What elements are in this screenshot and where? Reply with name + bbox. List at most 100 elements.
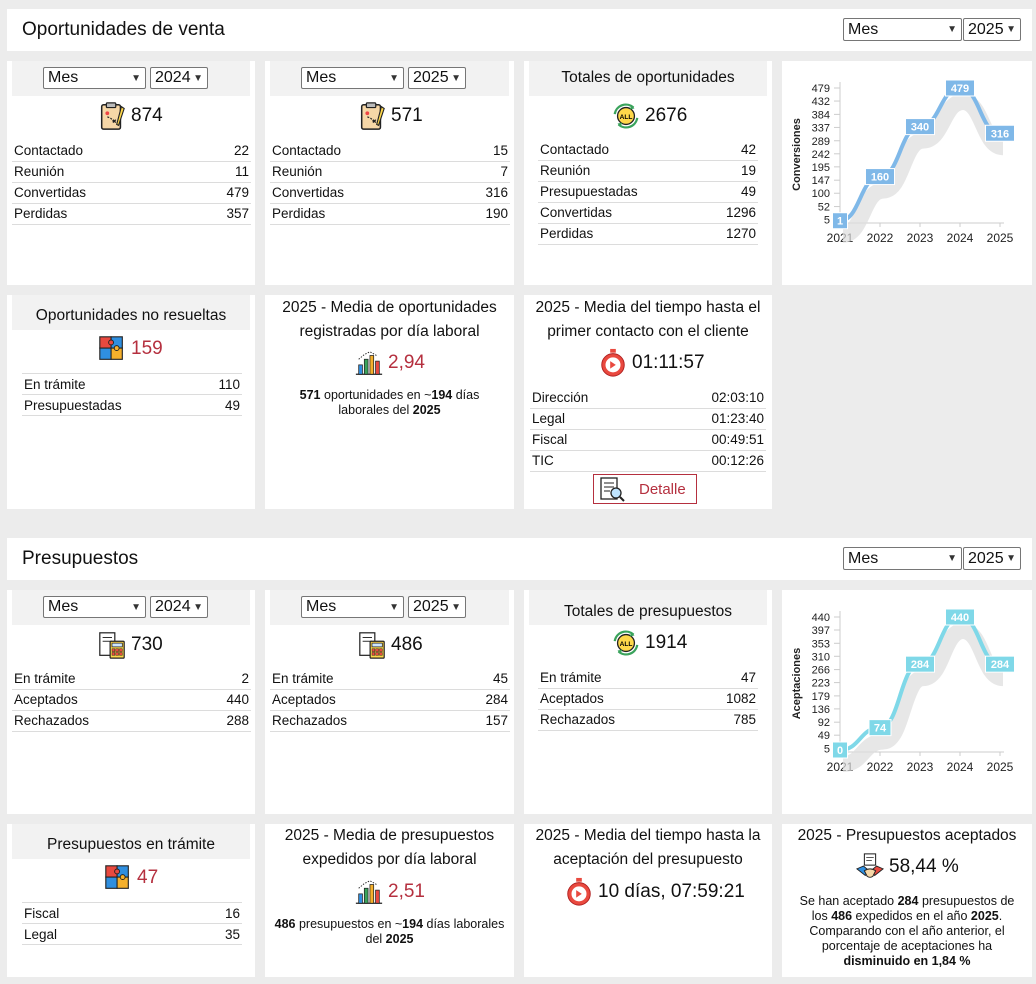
conversions-data-point xyxy=(905,118,935,136)
conversions-ytick-label: 337 xyxy=(812,122,830,134)
year-select[interactable]: 2024 ▼ xyxy=(150,67,208,89)
acceptance-rate: 58,44 % xyxy=(855,852,959,882)
acceptances-ytick-label: 5 xyxy=(824,743,830,755)
acceptances-ytick-label: 49 xyxy=(818,730,830,742)
conversions-data-label: 340 xyxy=(911,122,929,134)
stopwatch-icon xyxy=(601,348,625,377)
acceptances-xtick-label: 2024 xyxy=(947,760,974,774)
table-row: En trámite 45 xyxy=(270,668,510,690)
unresolved-opportunities-card: Oportunidades no resueltas 159 En trámit… xyxy=(7,295,255,509)
chevron-down-icon: ▼ xyxy=(451,72,461,84)
table-row: Fiscal 16 xyxy=(22,902,242,924)
document-search-icon xyxy=(600,477,625,502)
acceptances-xtick-label: 2022 xyxy=(867,760,894,774)
total-value: 47 xyxy=(137,867,159,888)
unresolved-total: 159 xyxy=(97,334,163,364)
pending-total: 47 xyxy=(103,863,158,893)
table-row: Legal 35 xyxy=(22,923,242,945)
table-row: Perdidas 190 xyxy=(270,203,510,225)
total-value: 730 xyxy=(131,634,163,655)
acceptances-xtick-label: 2023 xyxy=(907,760,934,774)
acceptances-data-label: 74 xyxy=(874,723,887,735)
status-table: En trámite 110 Presupuestadas 49 xyxy=(22,373,242,416)
budgets-total: 730 xyxy=(97,630,163,660)
period-select[interactable]: Mes ▼ xyxy=(43,596,146,618)
sales-period-select[interactable]: Mes ▼ xyxy=(843,18,962,41)
conversions-xtick-label: 2023 xyxy=(907,231,934,245)
sales-curr-year-card: Mes ▼ 2025 ▼ 571 Contactado 15 Reunión 7 Con… xyxy=(265,61,514,285)
pending-budgets-card: Presupuestos en trámite 47 Fiscal 16 Lega… xyxy=(7,824,255,977)
acceptances-xtick-label: 2025 xyxy=(987,760,1014,774)
bar-chart-icon xyxy=(355,351,383,375)
budgets-period-select[interactable]: Mes ▼ xyxy=(843,547,962,570)
table-row: Convertidas 316 xyxy=(270,182,510,204)
table-row: Aceptados 284 xyxy=(270,689,510,711)
conversions-ytick-label: 100 xyxy=(812,188,830,200)
status-table: Contactado 15 Reunión 7 Convertidas 316 Per… xyxy=(270,140,510,225)
chevron-down-icon: ▼ xyxy=(1006,553,1016,564)
budgets-section-title: Presupuestos xyxy=(22,548,139,569)
budgets-year-select[interactable]: 2025 ▼ xyxy=(963,547,1021,570)
stopwatch-icon xyxy=(567,877,591,906)
table-row: Fiscal 00:49:51 xyxy=(530,429,766,451)
status-table: Contactado 22 Reunión 11 Convertidas 479 Pe… xyxy=(12,140,251,225)
table-row: Perdidas 1270 xyxy=(538,223,758,245)
invoice-calculator-icon xyxy=(359,632,385,659)
budgets-section-header: Presupuestos Mes ▼ 2025 ▼ xyxy=(7,538,1032,580)
budgets-totals-card: Totales de presupuestos ALL 1914 En trám… xyxy=(524,590,772,814)
table-row: Legal 01:23:40 xyxy=(530,408,766,430)
status-table: En trámite 2 Aceptados 440 Rechazados 288 xyxy=(12,668,251,732)
chevron-down-icon: ▼ xyxy=(193,601,203,613)
conversions-ytick-label: 384 xyxy=(812,109,830,121)
budgets-grand-total: ALL 1914 xyxy=(611,628,687,658)
conversions-xtick-label: 2022 xyxy=(867,231,894,245)
acceptances-ylabel: Aceptaciones xyxy=(791,648,803,720)
year-select[interactable]: 2025 ▼ xyxy=(408,596,466,618)
chevron-down-icon: ▼ xyxy=(947,24,957,35)
sales-section-title: Oportunidades de venta xyxy=(22,19,225,40)
table-row: Reunión 11 xyxy=(12,161,251,183)
period-select[interactable]: Mes ▼ xyxy=(301,596,404,618)
status-table: En trámite 45 Aceptados 284 Rechazados 157 xyxy=(270,668,510,732)
card-title: 2025 - Media de presupuestos expedidos po… xyxy=(284,827,495,868)
avg-explanation: 571 oportunidades en ~194 días laborales… xyxy=(299,388,480,417)
clipboard-strategy-icon xyxy=(360,102,385,130)
card-title: Totales de presupuestos xyxy=(563,603,733,620)
chevron-down-icon: ▼ xyxy=(947,553,957,564)
puzzle-icon xyxy=(105,865,129,889)
avg-value: 10 días, 07:59:21 xyxy=(598,881,745,902)
chevron-down-icon: ▼ xyxy=(193,72,203,84)
acceptances-ytick-label: 397 xyxy=(812,625,830,637)
svg-text:ALL: ALL xyxy=(620,641,633,648)
year-select[interactable]: 2024 ▼ xyxy=(150,596,208,618)
opportunities-total: 571 xyxy=(357,101,423,131)
opportunities-daily-avg-card: 2025 - Media de oportunidades registradas… xyxy=(265,295,514,509)
handshake-icon xyxy=(855,853,885,878)
acceptances-ytick-label: 92 xyxy=(818,717,830,729)
year-select[interactable]: 2025 ▼ xyxy=(408,67,466,89)
period-select[interactable]: Mes ▼ xyxy=(43,67,146,89)
acceptances-ytick-label: 266 xyxy=(812,665,830,677)
chevron-down-icon: ▼ xyxy=(451,601,461,613)
chevron-down-icon: ▼ xyxy=(389,72,399,84)
total-value: 486 xyxy=(391,634,423,655)
conversions-ytick-label: 289 xyxy=(812,136,830,148)
card-title: 2025 - Media del tiempo hasta el primer c… xyxy=(535,299,761,340)
chevron-down-icon: ▼ xyxy=(131,601,141,613)
period-select[interactable]: Mes ▼ xyxy=(301,67,404,89)
detail-button[interactable]: Detalle xyxy=(593,474,697,504)
first-contact-avg-card: 2025 - Media del tiempo hasta el primer c… xyxy=(524,295,772,509)
card-title: 2025 - Media del tiempo hasta la aceptaci… xyxy=(535,827,761,868)
card-title: 2025 - Presupuestos aceptados xyxy=(797,827,1017,844)
avg-value: 01:11:57 xyxy=(632,352,705,373)
conversions-data-point xyxy=(945,79,975,97)
avg-value: 2,94 xyxy=(388,352,425,373)
table-row: Convertidas 479 xyxy=(12,182,251,204)
table-row: Perdidas 357 xyxy=(12,203,251,225)
acceptances-ytick-label: 440 xyxy=(812,612,830,624)
conversions-data-label: 1 xyxy=(837,216,843,228)
svg-text:ALL: ALL xyxy=(620,114,633,121)
sales-year-select[interactable]: 2025 ▼ xyxy=(963,18,1021,41)
acceptances-data-label: 284 xyxy=(991,659,1010,671)
all-cycle-icon: ALL xyxy=(613,630,639,656)
